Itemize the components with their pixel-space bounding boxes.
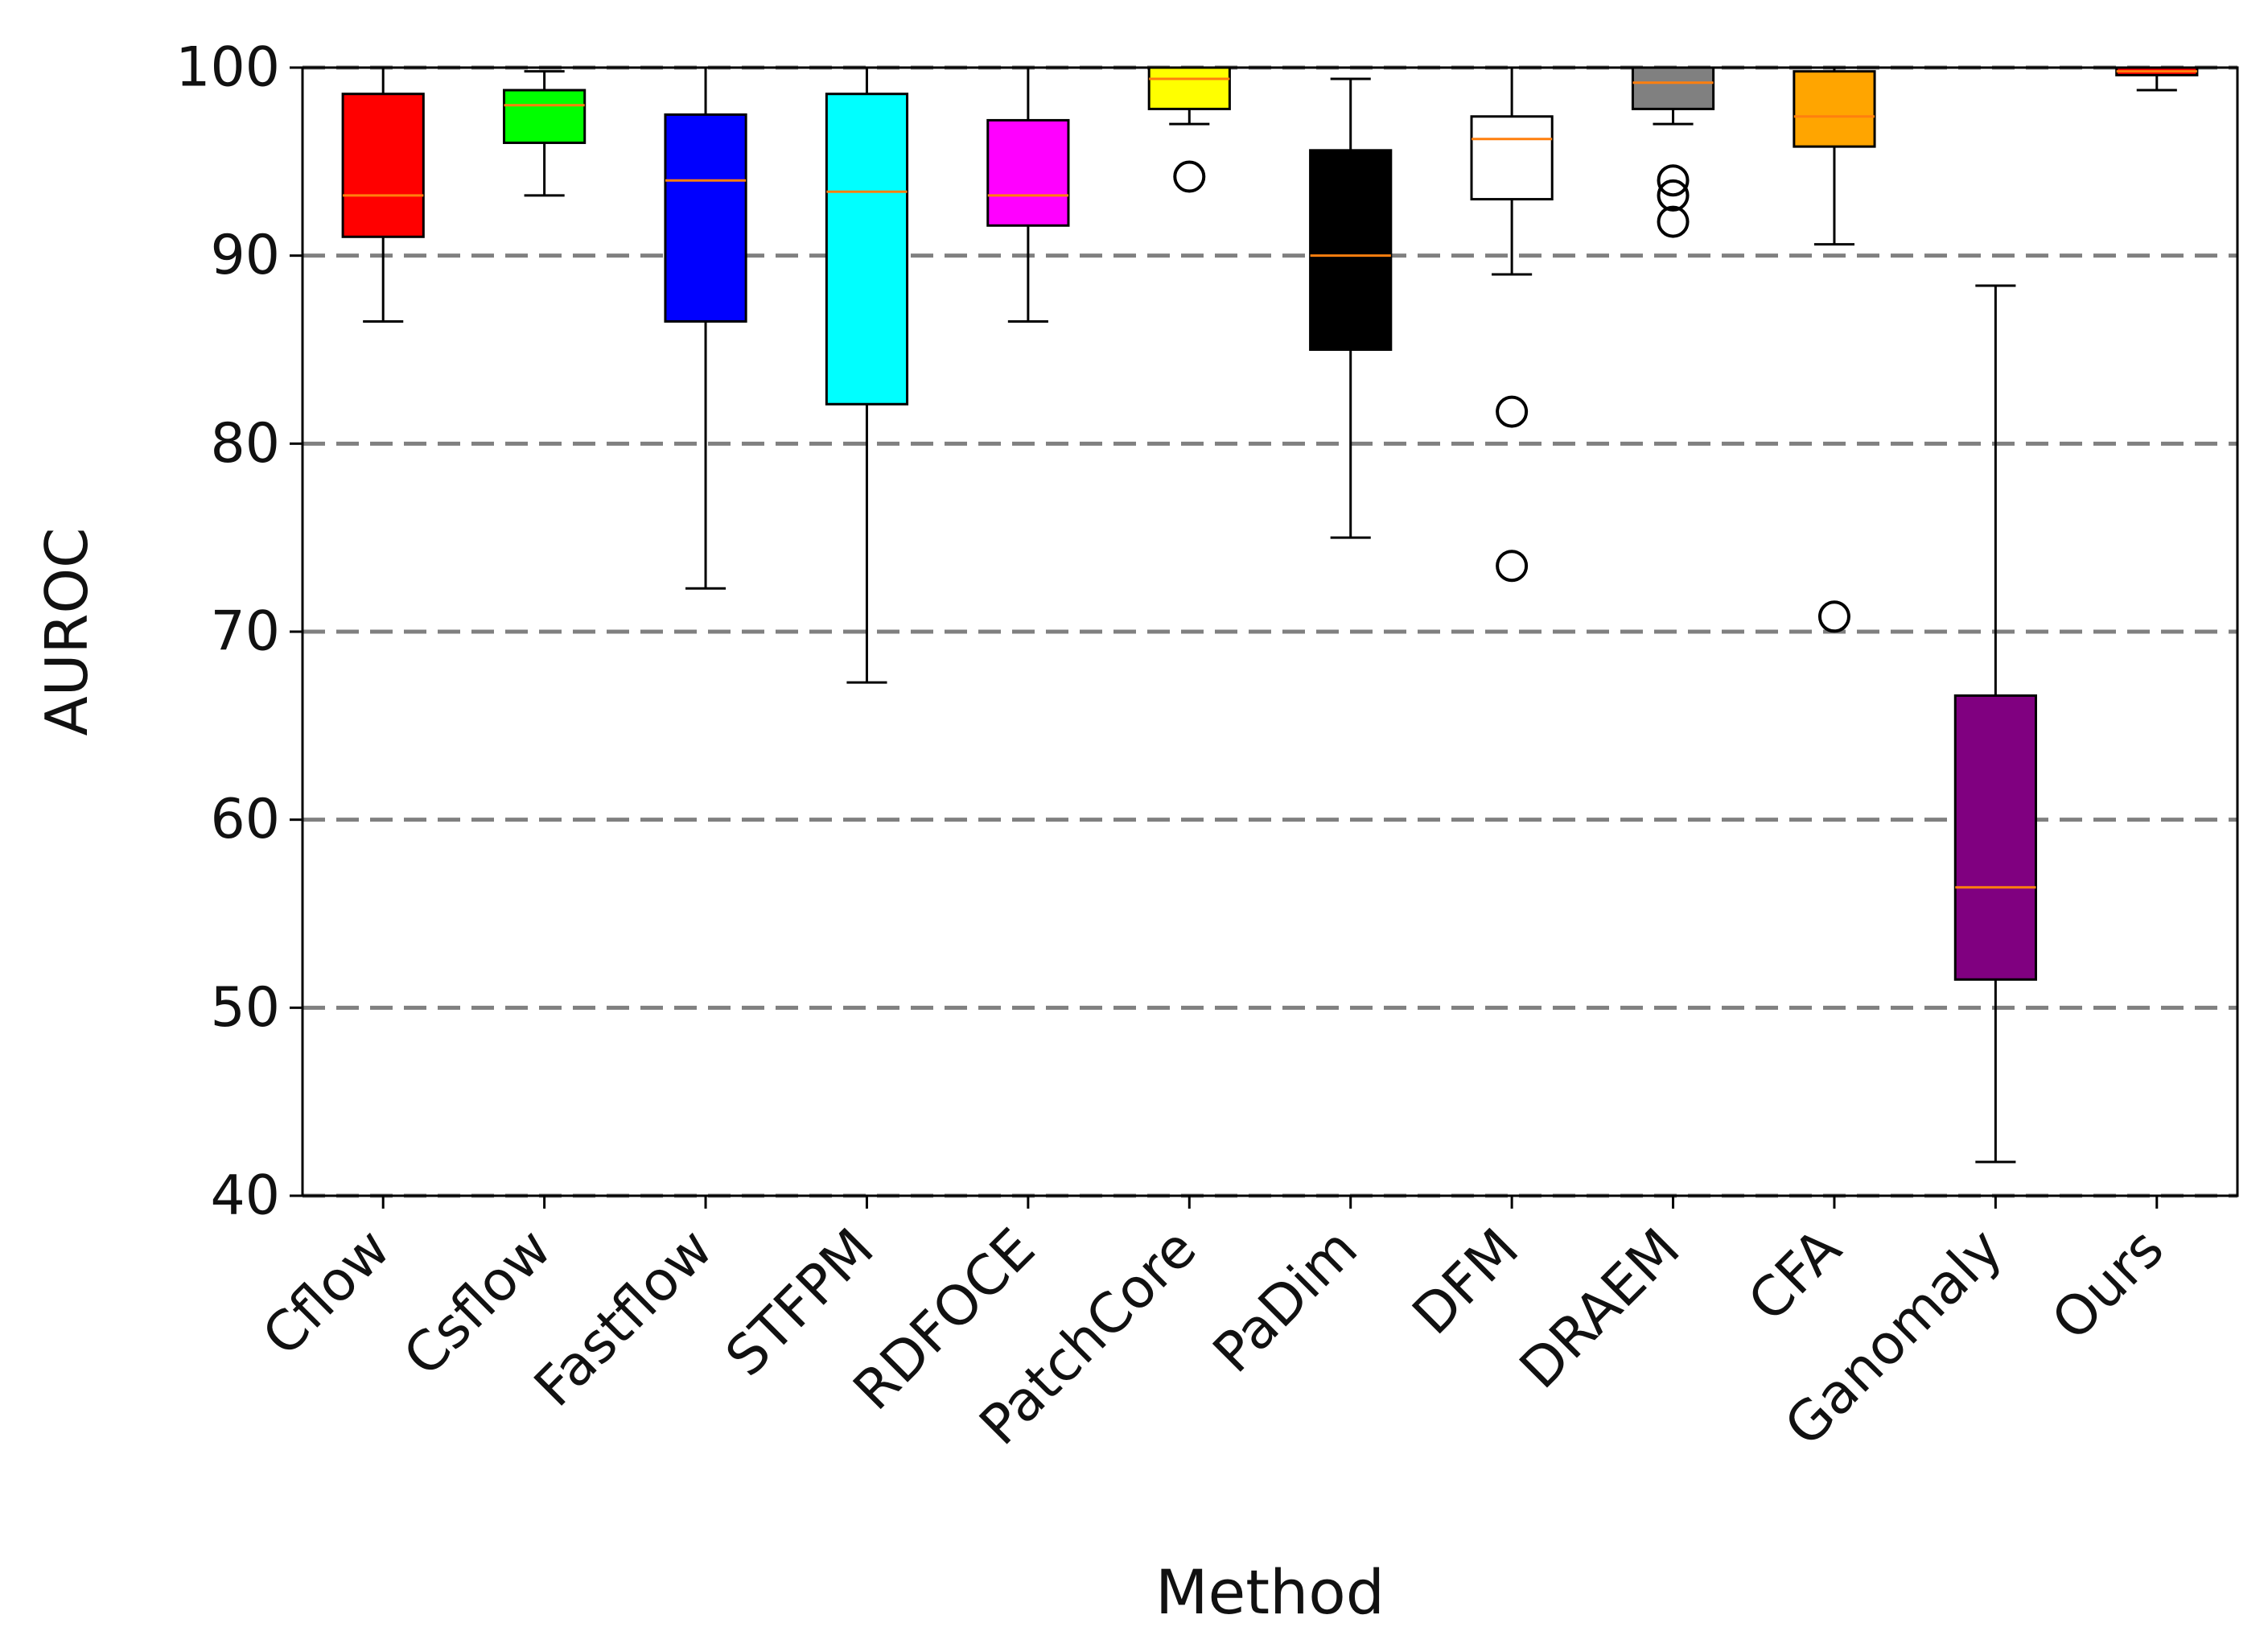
box-rdfoce [986,66,1070,323]
iqr-box-draem [1631,66,1715,110]
box-cfa [1793,66,1876,633]
iqr-box-csflow [503,89,587,144]
box-cflow [341,66,425,323]
iqr-box-rdfoce [986,118,1070,227]
axes: 405060708090100CflowCsflowFastflowSTFPMR… [175,36,2239,1459]
iqr-box-dfm [1470,115,1554,201]
y-tick-label-80: 80 [210,412,280,476]
x-tick-label-fastflow: Fastflow [523,1217,726,1419]
outlier-draem-0 [1657,164,1690,197]
y-tick-label-60: 60 [210,788,280,851]
x-tick-label-ours: Ours [2040,1217,2176,1353]
box-padim [1309,77,1393,539]
iqr-box-patchcore [1147,66,1231,110]
outlier-cfa-0 [1817,600,1850,633]
y-tick-label-50: 50 [210,976,280,1040]
y-tick-label-40: 40 [210,1164,280,1228]
outlier-dfm-1 [1496,550,1529,583]
iqr-box-stfpm [825,93,909,406]
x-tick-label-cfa: CFA [1736,1217,1854,1334]
outlier-draem-2 [1657,205,1690,238]
outlier-draem-1 [1657,179,1690,212]
box-fastflow [664,66,747,590]
box-patchcore [1147,66,1231,193]
y-tick-label-100: 100 [175,36,280,100]
box-csflow [503,70,587,197]
iqr-box-fastflow [664,113,747,323]
gridlines [303,65,2237,1198]
box-stfpm [825,66,909,684]
x-tick-label-padim: PaDim [1201,1217,1369,1385]
box-dfm [1470,66,1554,583]
outlier-dfm-0 [1496,395,1529,428]
y-axis-label: AUROC [33,528,101,736]
x-tick-label-cflow: Cflow [251,1217,402,1368]
box-draem [1631,66,1715,238]
box-ours [2115,66,2199,92]
iqr-box-cflow [341,93,425,238]
iqr-box-cfa [1793,70,1876,148]
box-ganomaly [1953,284,2037,1164]
iqr-box-ganomaly [1953,694,2037,981]
y-tick-label-70: 70 [210,600,280,664]
x-axis-label: Method [1155,1556,1385,1628]
iqr-box-padim [1309,149,1393,351]
x-tick-label-draem: DRAEM [1508,1217,1692,1401]
outlier-patchcore-0 [1173,160,1206,193]
box-series [341,66,2199,1164]
x-tick-label-dfm: DFM [1401,1217,1531,1347]
y-tick-label-90: 90 [210,224,280,287]
